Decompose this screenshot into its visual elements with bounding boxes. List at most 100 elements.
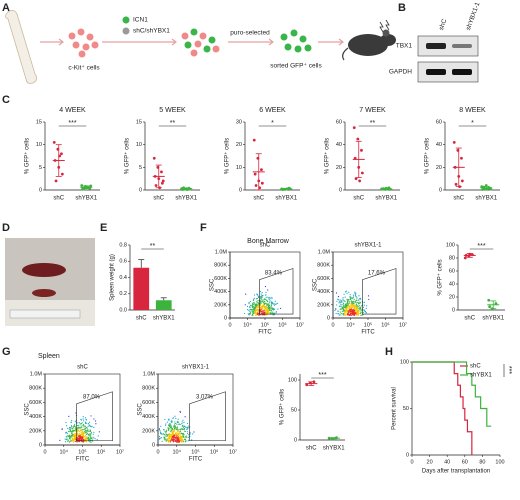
event-dot [161,440,163,443]
y-tick-label: 400K [29,414,42,420]
event-dot [349,311,352,313]
event-dot [71,433,73,435]
y-tick-label: 0 [452,307,455,313]
event-dot [77,438,79,440]
chart-title: 5 WEEK [159,107,186,114]
event-dot [159,430,161,432]
y-tick-label: 600K [214,276,227,282]
event-dot [173,437,175,439]
event-dot [342,309,344,311]
event-dot [269,297,271,299]
event-dot [359,306,361,309]
event-dot [78,421,80,424]
event-dot [83,426,85,428]
chart-title: 7 WEEK [359,107,386,114]
event-dot [347,313,349,315]
event-dot [353,298,355,300]
y-tick-label: 800K [29,386,42,392]
event-dot [253,308,255,310]
event-dot [73,424,76,426]
event-dot [175,436,177,438]
event-dot [362,311,364,314]
event-dot [271,306,273,308]
data-point [471,253,474,257]
event-dot [340,299,342,302]
event-dot [345,304,347,307]
label: puro-selected [230,30,270,37]
y-tick-label: 0 [406,452,409,458]
event-dot [80,425,82,427]
event-dot [176,426,179,428]
spleen-photo [5,238,95,326]
event-dot [277,308,279,310]
event-dot [267,289,269,291]
event-dot [193,431,195,433]
event-dot [262,295,264,297]
event-dot [181,439,183,441]
density-dots [158,410,195,443]
event-dot [181,436,183,438]
y-tick-label: 15 [136,119,142,125]
event-dot [263,304,265,306]
event-dot [183,425,186,427]
event-dot [256,293,259,296]
event-dot [183,421,185,424]
event-dot [81,433,83,436]
event-dot [351,306,353,308]
y-tick-label: 0 [327,315,330,321]
y-tick-label: 5 [39,165,42,171]
event-dot [161,433,163,436]
event-dot [81,430,83,432]
event-dot [90,436,92,438]
event-dot [349,295,351,298]
event-dot [251,304,253,306]
event-dot [74,436,76,439]
event-dot [85,439,87,441]
event-dot [174,424,176,427]
event-dot [74,425,76,428]
x-tick-label: 10⁷ [116,448,124,455]
data-point [354,177,358,181]
event-dot [91,425,93,427]
event-dot [340,304,342,306]
event-dot [256,309,258,311]
x-tick-label: 100 [495,459,504,465]
event-dot [360,305,363,307]
x-tick-label: shYBX1 [153,316,175,322]
y-axis-label: % GFP⁺ cells [279,389,286,425]
event-dot [348,305,351,307]
x-tick-label: 10⁴ [173,448,182,455]
x-tick-label: 10⁴ [243,321,252,328]
event-dot [85,436,87,438]
y-tick-label: 1.0M [143,371,156,377]
event-dot [71,419,73,422]
event-dot [345,314,347,316]
event-dot [365,307,367,310]
event-dot [182,434,184,436]
data-point [285,187,289,191]
event-dot [178,440,180,443]
legend-label: shYBX1 [470,373,492,379]
event-dot [173,425,175,427]
event-dot [171,436,173,439]
event-dot [71,438,73,440]
event-dot [66,437,68,439]
event-dot [350,300,352,302]
survival-line [412,361,492,427]
event-dot [248,303,250,305]
event-dot [168,429,170,432]
panel-label: G [2,346,11,358]
event-dot [165,423,167,425]
event-dot [179,436,181,439]
event-dot [169,434,171,436]
event-dot [77,433,79,435]
event-dot [171,431,174,433]
event-dot [347,306,349,309]
event-dot [352,313,355,315]
row-label: TBX1 [396,43,413,50]
data-point [487,298,491,302]
event-dot [265,310,267,312]
event-dot [166,429,168,431]
x-tick-label: 10⁷ [229,448,237,455]
event-dot [79,432,81,435]
